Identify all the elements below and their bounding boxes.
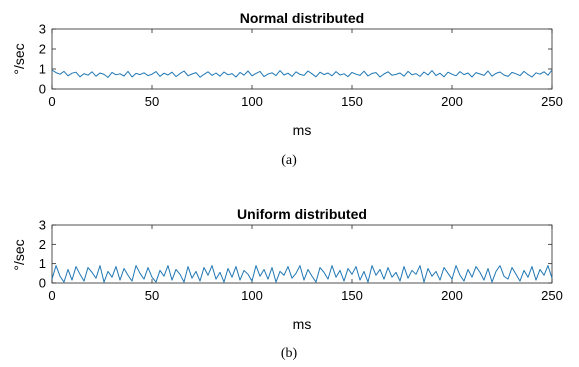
figure-caption: (b) (281, 346, 298, 361)
x-tick-label: 50 (145, 94, 159, 109)
x-tick-label: 100 (241, 288, 263, 303)
series-line (51, 265, 553, 283)
x-tick-label: 0 (48, 288, 55, 303)
plot-area: 0 50 100 150 200 250 0 1 2 3 (39, 22, 563, 110)
chart-title: Uniform distributed (237, 206, 367, 222)
x-axis-label: ms (293, 316, 312, 332)
x-tick-label: 200 (441, 94, 463, 109)
y-tick-label: 3 (39, 22, 46, 37)
axes-box (51, 28, 553, 90)
y-tick-label: 3 (39, 218, 46, 233)
x-tick-label: 250 (541, 94, 563, 109)
y-tick-label: 0 (39, 82, 46, 97)
x-tick-label: 250 (541, 288, 563, 303)
x-tick-label: 150 (341, 94, 363, 109)
y-tick-label: 1 (39, 256, 46, 271)
plot-area: 0 50 100 150 200 250 0 1 2 3 (39, 218, 563, 304)
y-tick-label: 2 (39, 237, 46, 252)
x-tick-label: 150 (341, 288, 363, 303)
x-tick-label: 0 (48, 94, 55, 109)
y-tick-label: 2 (39, 42, 46, 57)
x-tick-label: 50 (145, 288, 159, 303)
y-axis-label: °/sec (11, 239, 27, 270)
y-axis-label: °/sec (11, 43, 27, 74)
chart-panel-a: Normal distributed 0 50 100 150 200 250 0 1 2 3 °… (11, 10, 563, 168)
chart-title: Normal distributed (240, 10, 364, 26)
figure-caption: (a) (281, 153, 297, 168)
chart-panel-b: Uniform distributed 0 50 100 150 200 2500123 … (11, 206, 563, 361)
series-line (51, 69, 553, 78)
y-tick-label: 1 (39, 62, 46, 77)
x-tick-label: 100 (241, 94, 263, 109)
y-tick-label: 0 (39, 276, 46, 291)
x-axis-label: ms (293, 122, 312, 138)
x-tick-label: 200 (441, 288, 463, 303)
